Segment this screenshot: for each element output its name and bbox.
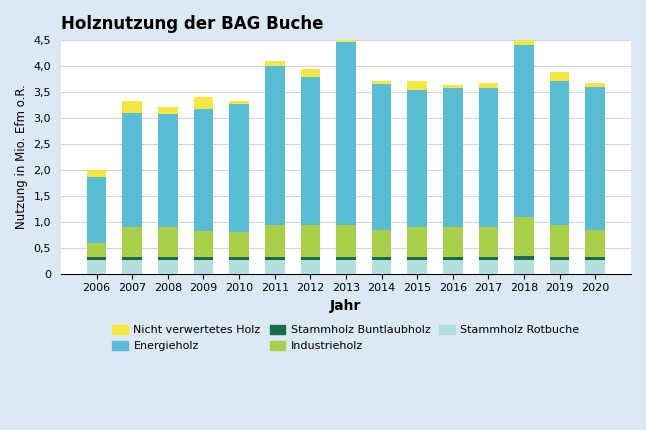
Bar xyxy=(123,260,142,274)
Bar xyxy=(158,227,178,257)
Bar xyxy=(443,85,463,89)
Bar xyxy=(443,260,463,274)
Bar xyxy=(514,260,534,274)
Bar xyxy=(443,227,463,257)
Bar xyxy=(123,257,142,260)
Bar xyxy=(443,89,463,227)
Bar xyxy=(87,177,107,243)
Bar xyxy=(87,257,107,260)
Bar xyxy=(87,243,107,257)
Bar xyxy=(550,260,570,274)
Bar xyxy=(300,225,320,257)
Bar xyxy=(300,77,320,225)
Bar xyxy=(123,101,142,113)
Bar xyxy=(336,260,356,274)
Bar xyxy=(408,227,427,257)
Bar xyxy=(265,225,284,257)
Bar xyxy=(479,83,498,89)
Bar xyxy=(479,227,498,257)
Bar xyxy=(408,260,427,274)
Bar xyxy=(265,257,284,260)
Bar xyxy=(550,225,570,257)
Bar xyxy=(585,87,605,230)
Bar xyxy=(372,230,391,257)
Bar xyxy=(300,257,320,260)
Legend: Nicht verwertetes Holz, Energieholz, Stammholz Buntlaubholz, Industrieholz, Stam: Nicht verwertetes Holz, Energieholz, Sta… xyxy=(109,321,583,354)
Bar xyxy=(229,232,249,257)
Bar xyxy=(158,260,178,274)
Bar xyxy=(372,80,391,84)
Bar xyxy=(585,257,605,260)
Bar xyxy=(336,28,356,42)
Bar xyxy=(408,81,427,90)
Bar xyxy=(585,83,605,87)
Bar xyxy=(479,89,498,227)
Bar xyxy=(194,231,213,257)
Bar xyxy=(585,260,605,274)
Bar xyxy=(550,72,570,81)
Bar xyxy=(514,45,534,217)
Bar xyxy=(265,260,284,274)
Bar xyxy=(265,66,284,225)
Bar xyxy=(408,257,427,260)
Bar xyxy=(514,35,534,45)
Bar xyxy=(300,69,320,77)
Bar xyxy=(123,113,142,227)
Bar xyxy=(87,260,107,274)
Bar xyxy=(123,227,142,257)
Bar xyxy=(372,257,391,260)
Bar xyxy=(550,81,570,225)
Bar xyxy=(336,42,356,225)
Bar xyxy=(265,61,284,66)
Bar xyxy=(514,217,534,255)
Bar xyxy=(158,114,178,227)
Bar xyxy=(194,109,213,231)
Bar xyxy=(229,257,249,260)
Bar xyxy=(479,257,498,260)
Bar xyxy=(229,104,249,232)
Bar xyxy=(300,260,320,274)
Bar xyxy=(443,257,463,260)
Bar xyxy=(229,101,249,104)
Y-axis label: Nutzung in Mio. Efm o.R.: Nutzung in Mio. Efm o.R. xyxy=(15,84,28,229)
Bar xyxy=(550,257,570,260)
Bar xyxy=(158,257,178,260)
Bar xyxy=(229,260,249,274)
Bar xyxy=(87,170,107,177)
Text: Holznutzung der BAG Buche: Holznutzung der BAG Buche xyxy=(61,15,324,33)
Bar xyxy=(336,257,356,260)
Bar xyxy=(194,97,213,109)
Bar xyxy=(158,107,178,114)
Bar xyxy=(585,230,605,257)
Bar xyxy=(372,84,391,230)
X-axis label: Jahr: Jahr xyxy=(330,299,362,313)
Bar xyxy=(194,260,213,274)
Bar xyxy=(194,257,213,260)
Bar xyxy=(514,255,534,260)
Bar xyxy=(479,260,498,274)
Bar xyxy=(372,260,391,274)
Bar xyxy=(336,225,356,257)
Bar xyxy=(408,90,427,227)
